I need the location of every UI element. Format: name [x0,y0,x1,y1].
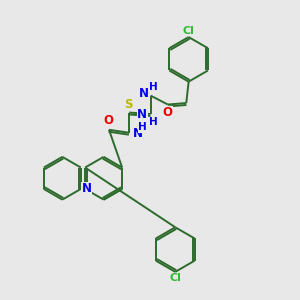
Text: S: S [124,98,133,111]
Text: H: H [149,82,158,92]
Text: H: H [139,122,147,132]
Text: Cl: Cl [183,26,195,35]
Text: Cl: Cl [169,273,181,284]
Text: O: O [103,114,113,128]
Text: H: H [149,117,158,127]
Text: N: N [139,87,149,100]
Text: N: N [137,108,147,122]
Text: N: N [82,182,92,195]
Text: O: O [162,106,172,119]
Text: N: N [133,127,142,140]
